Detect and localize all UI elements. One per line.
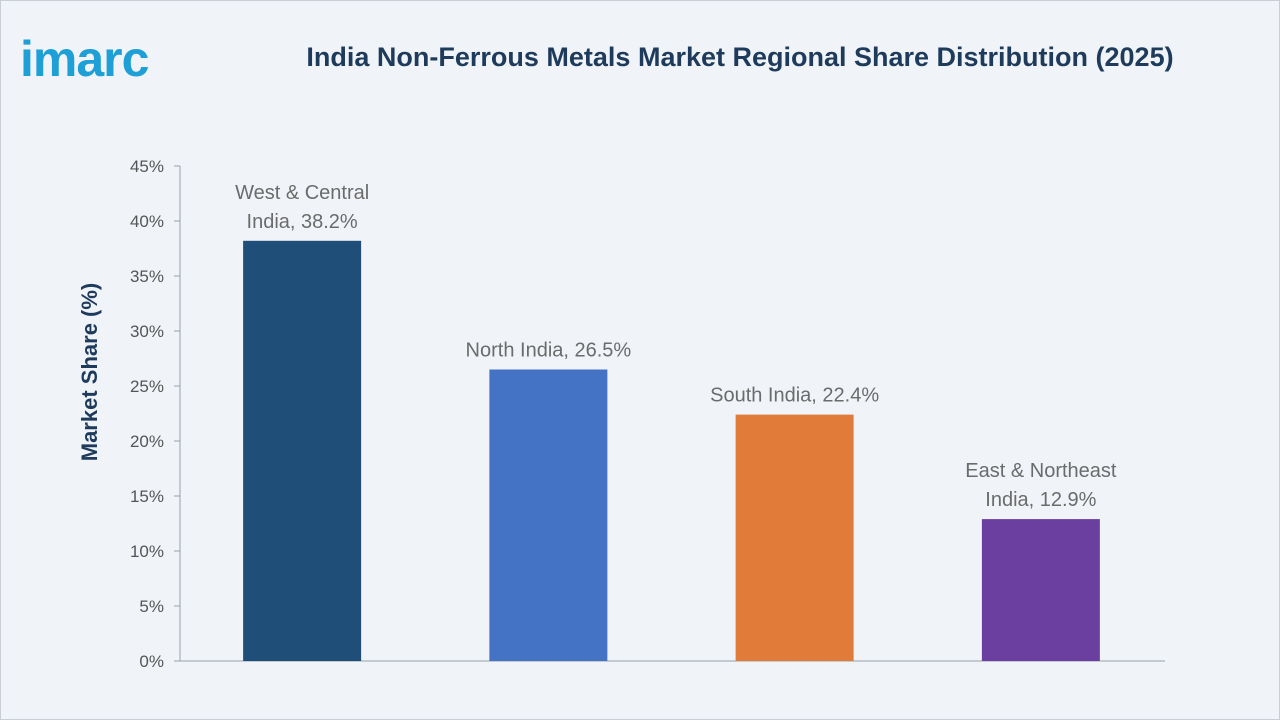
bar-3 (735, 414, 854, 661)
bar-1 (243, 240, 362, 662)
imarc-logo: imarc (20, 31, 149, 87)
bar-data-label: India, 12.9% (985, 489, 1096, 511)
bar-2 (489, 369, 608, 661)
y-tick-label: 40% (130, 212, 164, 231)
bar-data-label: East & Northeast (965, 460, 1117, 482)
bar-4 (981, 519, 1100, 661)
bar-data-label: North India, 26.5% (466, 340, 632, 362)
y-tick-label: 5% (139, 597, 164, 616)
y-tick-label: 15% (130, 487, 164, 506)
bar-data-label: South India, 22.4% (710, 385, 879, 407)
y-tick-label: 35% (130, 267, 164, 286)
y-tick-label: 25% (130, 377, 164, 396)
y-tick-label: 30% (130, 322, 164, 341)
y-tick-label: 20% (130, 432, 164, 451)
bar-data-label: India, 38.2% (247, 211, 358, 233)
bar-data-label: West & Central (235, 182, 369, 204)
y-tick-label: 45% (130, 157, 164, 176)
y-tick-label: 10% (130, 542, 164, 561)
y-tick-label: 0% (139, 652, 164, 671)
chart-title: India Non-Ferrous Metals Market Regional… (306, 42, 1174, 72)
y-axis-title: Market Share (%) (77, 283, 102, 462)
